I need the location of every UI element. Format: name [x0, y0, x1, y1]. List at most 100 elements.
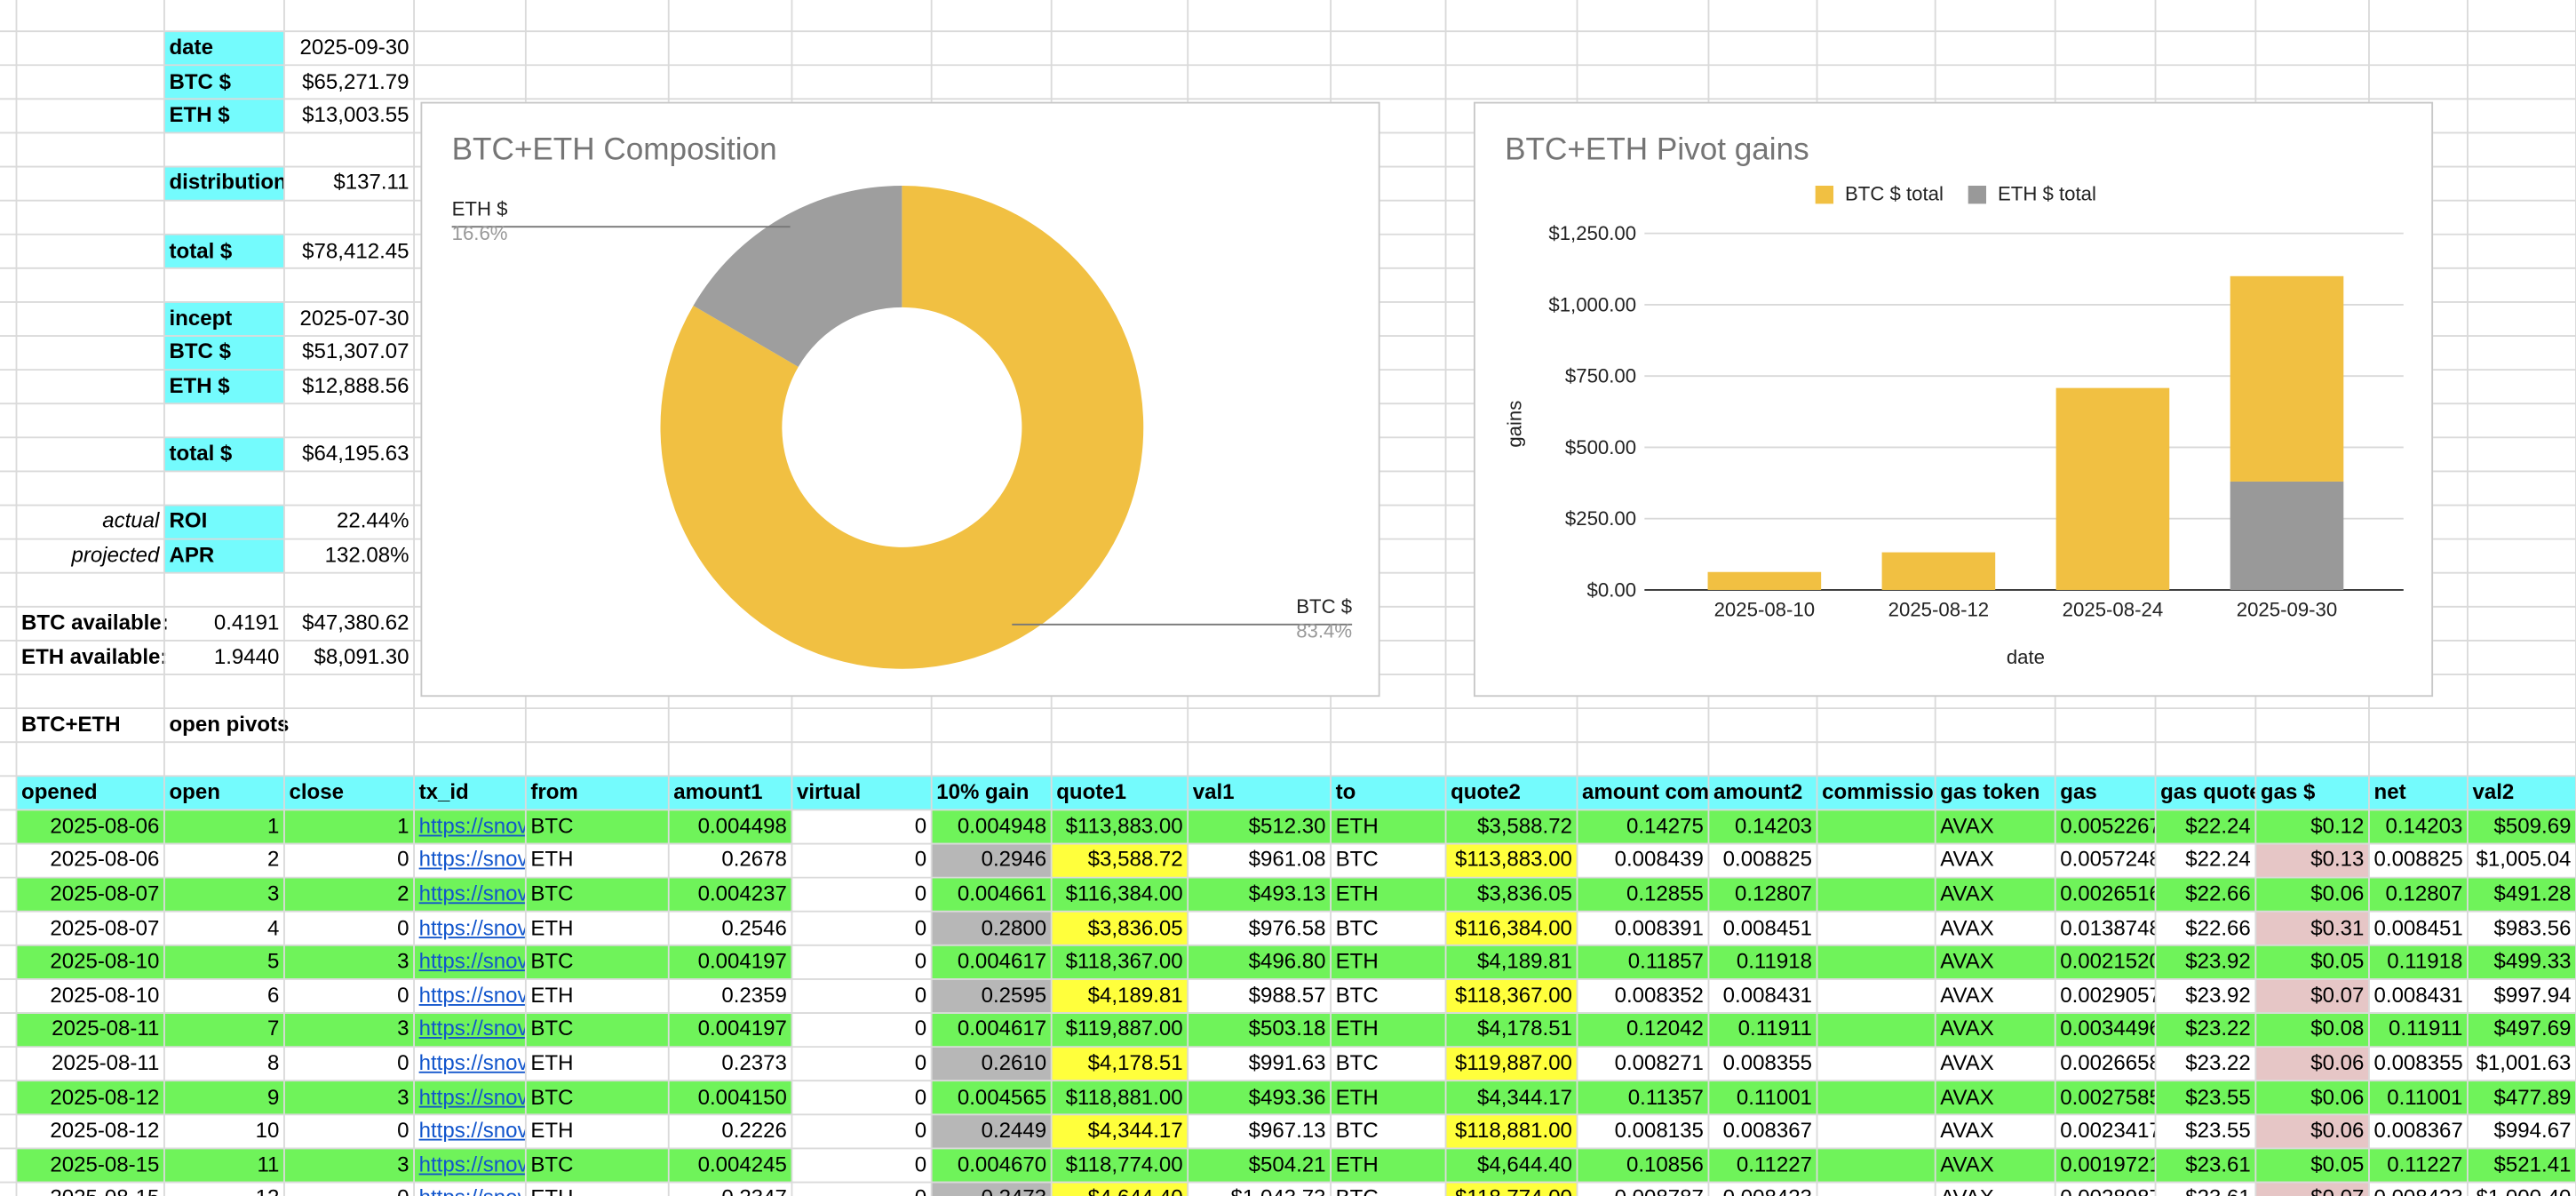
value-cell: 132.08% — [324, 542, 409, 568]
link-cell[interactable]: https://snov — [414, 809, 526, 844]
cell: 0.008355 — [1722, 1049, 1812, 1075]
cell: 2025-08-07 — [50, 914, 160, 940]
cell: 0.008135 — [1614, 1118, 1704, 1143]
cell: 0 — [397, 914, 409, 940]
cell: $118,774.00 — [1051, 1148, 1189, 1183]
cell: 0 — [914, 1118, 927, 1143]
cell: $118,881.00 — [1445, 1114, 1578, 1149]
y-tick-label: $750.00 — [1565, 365, 1636, 387]
link-cell[interactable]: https://snov — [418, 982, 526, 1008]
cell: $512.30 — [1188, 809, 1332, 844]
cell: 2025-08-07 — [16, 877, 164, 912]
bar-chart[interactable]: BTC+ETH Pivot gains date gains $0.00 $250… — [1473, 101, 2434, 698]
cell: 2025-08-15 — [16, 1183, 163, 1196]
cell: $0.13 — [2255, 843, 2369, 878]
link-cell[interactable]: https://snov — [418, 1049, 526, 1075]
cell: ETH — [530, 982, 574, 1008]
cell: 0.11918 — [1708, 945, 1817, 979]
cell: $22.24 — [2155, 809, 2256, 844]
cell: 3 — [283, 1148, 415, 1183]
cell: ETH — [530, 914, 574, 940]
cell: 0.0028987 — [2055, 1183, 2155, 1196]
cell: BTC — [525, 945, 669, 979]
cell: $4,344.17 — [1051, 1114, 1189, 1149]
cell: $23.22 — [2185, 1049, 2251, 1075]
cell: ETH — [1331, 1013, 1446, 1048]
cell: 10 — [255, 1118, 280, 1143]
cell: ETH — [526, 1183, 669, 1196]
link-cell[interactable]: https://snov — [414, 945, 526, 979]
link-cell[interactable]: https://snov — [414, 877, 526, 912]
value-cell: $78,412.45 — [302, 237, 409, 263]
cell: 3 — [283, 1013, 415, 1048]
cell: 2025-08-10 — [50, 982, 160, 1008]
cell: $0.08 — [2255, 1013, 2369, 1048]
cell: BTC — [525, 1148, 669, 1183]
cell: 0 — [914, 1049, 927, 1075]
cell: $503.18 — [1188, 1013, 1332, 1048]
note-cell: actual — [102, 508, 160, 533]
link-cell[interactable]: https://snov — [418, 914, 526, 940]
cell: 0.14203 — [1708, 809, 1817, 844]
cell: $0.07 — [2255, 1182, 2369, 1196]
cell: 0 — [914, 914, 927, 940]
cell: 0.0023417 — [2060, 1118, 2156, 1143]
cell: 0.2359 — [721, 982, 787, 1008]
cell: $493.36 — [1188, 1080, 1332, 1115]
link-cell[interactable]: https://snov — [418, 1118, 526, 1143]
cell: 0.12042 — [1577, 1013, 1709, 1048]
header-cell: 10% gain — [931, 776, 1052, 810]
header-cell: close — [283, 776, 415, 810]
cell: 0.004565 — [931, 1080, 1052, 1115]
cell: 0.004948 — [931, 809, 1052, 844]
pie-chart[interactable]: BTC+ETH Composition BTC $83.4% ETH $ 16.6% — [420, 101, 1380, 698]
cell: $1,043.73 — [1188, 1183, 1331, 1196]
cell: BTC — [1335, 1049, 1379, 1075]
header-cell: virtual — [791, 776, 932, 810]
cell: ETH — [1331, 877, 1446, 912]
cell: 0.11227 — [1708, 1148, 1817, 1183]
label-cell: ROI — [163, 505, 284, 539]
cell: BTC — [525, 1013, 669, 1048]
cell: 0.2226 — [721, 1118, 787, 1143]
cell: 0 — [397, 982, 409, 1008]
x-axis-label: date — [2007, 646, 2045, 668]
cell: 0.008825 — [2373, 847, 2463, 872]
cell: 1 — [283, 809, 415, 844]
header-cell: to — [1331, 776, 1446, 810]
chart-title: BTC+ETH Pivot gains — [1505, 132, 1809, 166]
cell: $4,189.81 — [1445, 945, 1578, 979]
cell: 0 — [914, 948, 927, 974]
cell: 0.2610 — [931, 1047, 1052, 1081]
cell: 0.11857 — [1577, 945, 1709, 979]
cell: 0.008787 — [1578, 1183, 1709, 1196]
cell: 0.0034496 — [2055, 1013, 2156, 1048]
link-cell[interactable]: https://snov — [414, 1080, 526, 1115]
cell: $23.92 — [2155, 945, 2256, 979]
cell: 0.004498 — [668, 809, 792, 844]
link-cell[interactable]: https://snov — [414, 1183, 526, 1196]
cell: 0.008423 — [2369, 1183, 2468, 1196]
cell: $118,881.00 — [1051, 1080, 1189, 1115]
cell: $1,001.63 — [2476, 1049, 2572, 1075]
label-cell: BTC available: — [21, 610, 168, 635]
cell: $0.06 — [2255, 1080, 2369, 1115]
cell: $3,836.05 — [1445, 877, 1578, 912]
cell: 0.2347 — [669, 1183, 792, 1196]
cell: 0 — [791, 1183, 931, 1196]
header-cell: tx_id — [414, 776, 526, 810]
link-cell[interactable]: https://snov — [414, 1013, 526, 1048]
cell: 0.0029057 — [2060, 982, 2156, 1008]
cell: 9 — [163, 1080, 284, 1115]
link-cell[interactable]: https://snov — [418, 847, 526, 872]
cell: AVAX — [1940, 1118, 1994, 1143]
legend-swatch — [1815, 185, 1834, 204]
cell: AVAX — [1940, 847, 1994, 872]
cell: 0.004197 — [668, 1013, 792, 1048]
cell: 0.2595 — [931, 978, 1052, 1014]
link-cell[interactable]: https://snov — [414, 1148, 526, 1183]
cell: 0.008431 — [1722, 982, 1812, 1008]
cell: 0.008367 — [1722, 1118, 1812, 1143]
cell: 0.12855 — [1577, 877, 1709, 912]
cell: ETH — [530, 847, 574, 872]
